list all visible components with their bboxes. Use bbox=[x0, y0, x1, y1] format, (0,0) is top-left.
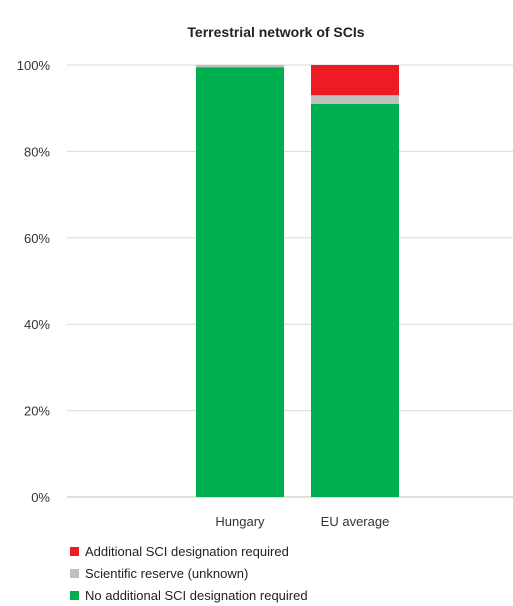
legend-label-scientific: Scientific reserve (unknown) bbox=[85, 565, 249, 581]
legend: Additional SCI designation required Scie… bbox=[70, 540, 308, 606]
bar-segment bbox=[311, 95, 399, 104]
legend-label-no-additional: No additional SCI designation required bbox=[85, 587, 308, 603]
bar-segment bbox=[196, 67, 284, 497]
x-axis-categories: Hungary EU average bbox=[215, 514, 389, 529]
y-tick-label: 60% bbox=[24, 231, 50, 246]
y-tick-label: 0% bbox=[31, 490, 50, 505]
legend-swatch-no-additional bbox=[70, 590, 79, 600]
y-tick-label: 40% bbox=[24, 317, 50, 332]
chart-title: Terrestrial network of SCIs bbox=[187, 24, 364, 40]
legend-label-additional: Additional SCI designation required bbox=[85, 543, 289, 559]
x-category-label: EU average bbox=[321, 514, 390, 529]
legend-swatch-additional bbox=[70, 546, 79, 556]
legend-item-additional: Additional SCI designation required bbox=[70, 540, 308, 562]
legend-item-scientific: Scientific reserve (unknown) bbox=[70, 562, 308, 584]
y-tick-label: 80% bbox=[24, 144, 50, 159]
x-category-label: Hungary bbox=[215, 514, 265, 529]
y-tick-label: 20% bbox=[24, 404, 50, 419]
bar-segment bbox=[196, 65, 284, 68]
legend-swatch-scientific bbox=[70, 568, 79, 578]
bar-segment bbox=[311, 65, 399, 96]
bars bbox=[196, 65, 399, 497]
y-axis-ticks: 0% 20% 40% 60% 80% 100% bbox=[17, 58, 51, 505]
legend-item-no-additional: No additional SCI designation required bbox=[70, 584, 308, 606]
y-tick-label: 100% bbox=[17, 58, 51, 73]
gridlines bbox=[67, 64, 513, 498]
bar-segment bbox=[311, 103, 399, 497]
